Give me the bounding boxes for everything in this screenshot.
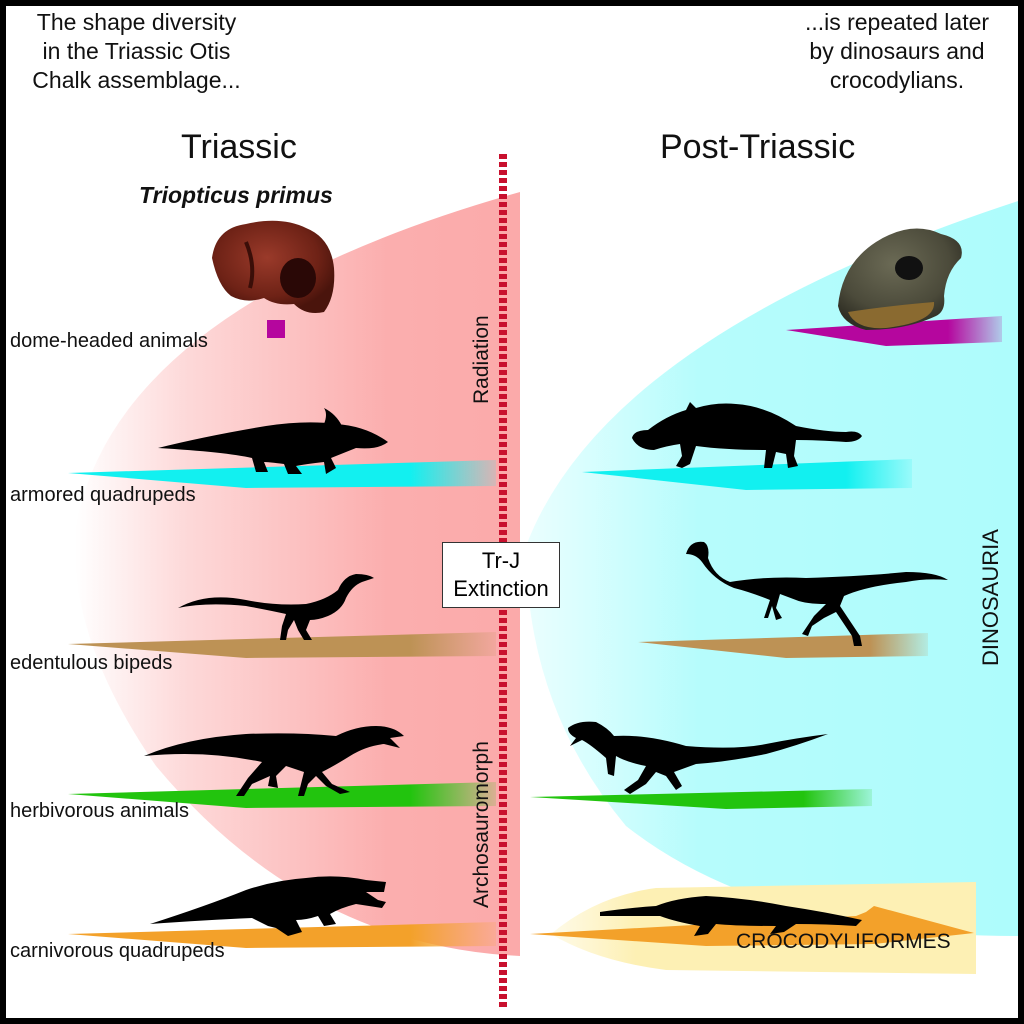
radiation-label: Radiation	[470, 315, 493, 404]
dinosauria-region	[526, 201, 1018, 936]
archosauromorph-label: Archosauromorph	[470, 741, 493, 908]
triopticus-skull	[212, 220, 335, 313]
intro-left-line-1: The shape diversity	[36, 9, 237, 35]
silhouette-armored-triassic	[158, 408, 388, 474]
triassic-region	[75, 192, 520, 956]
diagram-graphics	[68, 154, 1018, 1008]
crocodyliformes-arrow	[530, 906, 974, 946]
bar-herbivorous-left	[68, 782, 496, 808]
bar-armored-right	[582, 459, 912, 490]
extinction-box-line-2: Extinction	[453, 576, 549, 601]
intro-right-line-3: crocodylians.	[829, 67, 965, 93]
intro-text-right: ...is repeated later by dinosaurs and cr…	[782, 8, 1012, 95]
bar-herbivorous-right	[530, 789, 872, 809]
era-heading-post-triassic: Post-Triassic	[660, 128, 856, 166]
era-heading-triassic: Triassic	[181, 128, 297, 166]
dome-marker-square	[267, 320, 285, 338]
category-label-edentulous: edentulous bipeds	[10, 652, 173, 674]
intro-left-line-3: Chalk assemblage...	[32, 67, 241, 93]
silhouette-carnivorous-triassic	[150, 876, 386, 936]
bar-edentulous-left	[68, 632, 496, 658]
intro-right-line-1: ...is repeated later	[804, 9, 990, 35]
silhouette-crocodyliform	[600, 896, 862, 936]
category-label-herbivorous: herbivorous animals	[10, 800, 189, 822]
silhouette-edentulous-dinosaur	[686, 541, 948, 646]
silhouette-edentulous-triassic	[178, 574, 374, 640]
category-label-dome-headed: dome-headed animals	[10, 330, 208, 352]
extinction-box-line-1: Tr-J	[481, 548, 521, 573]
figure-frame: The shape diversity in the Triassic Otis…	[6, 6, 1018, 1018]
bar-armored-left	[68, 460, 496, 488]
silhouette-herbivorous-triassic	[144, 726, 404, 796]
dinosauria-label: DINOSAURIA	[978, 529, 1003, 666]
tr-j-extinction-box: Tr-J Extinction	[442, 542, 560, 608]
category-label-armored: armored quadrupeds	[10, 484, 196, 506]
bar-carnivorous-left	[68, 922, 496, 948]
intro-text-left: The shape diversity in the Triassic Otis…	[14, 8, 259, 95]
crocodyliformes-label: CROCODYLIFORMES	[736, 930, 951, 953]
bar-dome-right	[786, 316, 1002, 346]
category-label-carnivorous: carnivorous quadrupeds	[10, 940, 225, 962]
silhouette-herbivorous-dinosaur	[568, 721, 828, 794]
specimen-name: Triopticus primus	[139, 182, 333, 208]
silhouette-armored-dinosaur	[632, 402, 862, 468]
intro-right-line-2: by dinosaurs and	[809, 38, 985, 64]
intro-left-line-2: in the Triassic Otis	[42, 38, 231, 64]
